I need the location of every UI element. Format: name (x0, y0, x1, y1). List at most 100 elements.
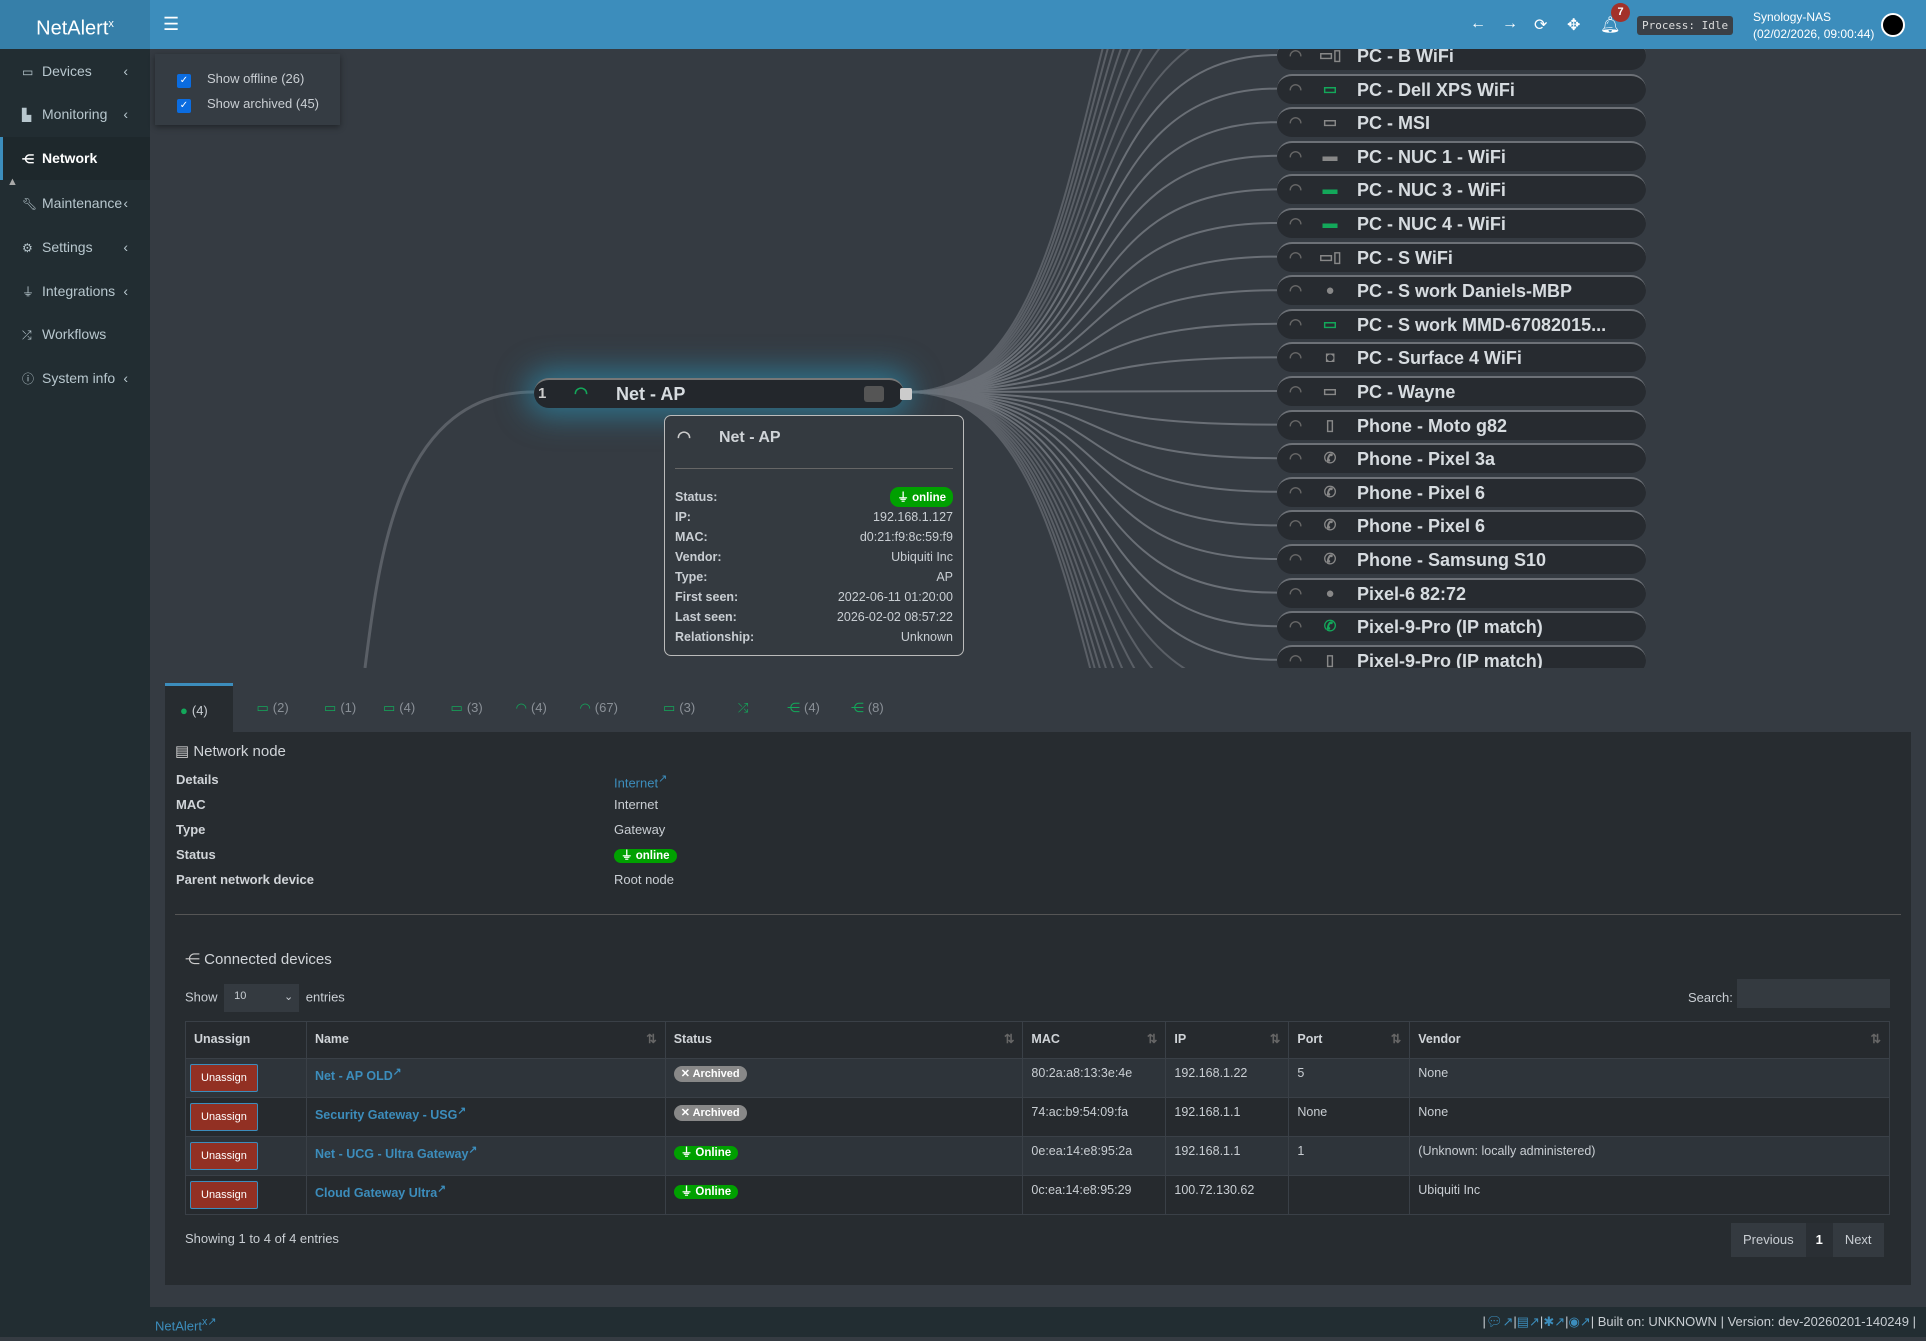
details-link[interactable]: Internet↗ (614, 772, 667, 790)
tree-device-node[interactable]: ◠ ▭ PC - Dell XPS WiFi (1277, 73, 1646, 104)
forward-arrow-icon[interactable]: → (1502, 15, 1518, 32)
tree-device-node[interactable]: ◠ ✆ Phone - Pixel 6 (1277, 510, 1646, 541)
sidebar-item-network[interactable]: ⋲ Network (0, 137, 150, 180)
sidebar-item-maintenance[interactable]: 🔧︎ Maintenance ‹ (0, 182, 150, 225)
wifi-icon: ◠ (1289, 383, 1303, 400)
previous-button[interactable]: Previous (1743, 1232, 1794, 1247)
tree-device-node[interactable]: ◠ ▬ PC - NUC 4 - WiFi (1277, 208, 1646, 238)
tree-device-node[interactable]: ◠ ▯ Phone - Moto g82 (1277, 409, 1646, 440)
tree-device-node[interactable]: ◠ ▭ PC - MSI (1277, 107, 1646, 138)
wifi-icon: ◠ (515, 700, 527, 715)
tree-link (907, 49, 1122, 393)
discord-icon[interactable]: ◉↗ (1568, 1314, 1591, 1329)
tab-node-6[interactable]: ◠ (4) (508, 683, 555, 732)
tree-device-node[interactable]: ◠ ▬ PC - NUC 1 - WiFi (1277, 140, 1646, 171)
tree-device-node[interactable]: ◠ ✆ Pixel-9-Pro (IP match) (1277, 611, 1646, 642)
column-header-mac[interactable]: MAC ⇅ (1022, 1021, 1167, 1059)
tab-count: (3) (466, 700, 483, 715)
tooltip-value: 192.168.1.127 (873, 510, 953, 524)
network-tree[interactable]: 1 ◠ Net - AP ◠ ▭▯ PC - B WiFi ◠ ▭ PC - Dell X… (150, 49, 1926, 668)
bell-icon[interactable]: 🔔︎ (1600, 17, 1621, 34)
tab-node-5[interactable]: ▭ (3) (443, 683, 491, 732)
tab-count: (4) (191, 703, 208, 718)
tree-device-node[interactable]: ◠ ✆ Phone - Samsung S10 (1277, 544, 1646, 574)
sidebar-item-workflows[interactable]: ⤮ Workflows (0, 313, 150, 356)
tree-link (907, 391, 1154, 668)
tab-node-7[interactable]: ◠ (67) (571, 683, 625, 732)
monitor-icon: ▭ (1322, 114, 1338, 132)
tree-device-node[interactable]: ◠ ▯ Pixel-9-Pro (IP match) (1277, 644, 1646, 668)
tree-device-node[interactable]: ◠ ◘ PC - Surface 4 WiFi (1277, 342, 1646, 373)
tab-node-10[interactable]: ⋲ (4) (779, 683, 828, 732)
tab-node-3[interactable]: ▭ (1) (316, 683, 364, 732)
tree-device-node[interactable]: ◠ ● Pixel-6 82:72 (1277, 577, 1646, 608)
sidebar-item-settings[interactable]: ⚙ Settings ‹ (0, 226, 150, 269)
sidebar-item-monitoring[interactable]: ▙ Monitoring ‹ (0, 93, 150, 136)
column-header-port[interactable]: Port ⇅ (1288, 1021, 1411, 1059)
back-arrow-icon[interactable]: ← (1470, 15, 1486, 32)
connected-devices-table: Unassign Name ⇅ Status ⇅ MAC ⇅ IP ⇅ Port ⇅ Vendor ⇅ U… (185, 1021, 1890, 1215)
app-logo[interactable]: NetAlertx (0, 0, 150, 49)
tree-device-node[interactable]: ◠ ✆ Phone - Pixel 3a (1277, 443, 1646, 474)
tree-device-node[interactable]: ◠ ✆ Phone - Pixel 6 (1277, 476, 1646, 507)
refresh-icon[interactable]: ⟳ (1534, 17, 1548, 34)
tree-device-node[interactable]: ◠ ● PC - S work Daniels-MBP (1277, 275, 1646, 306)
length-control: Show 10 ⌄ entries (185, 984, 345, 1012)
docs-icon[interactable]: ▤↗ (1516, 1314, 1540, 1329)
user-avatar[interactable] (1881, 13, 1905, 37)
node-field-label: Type (176, 822, 206, 837)
device-link[interactable]: Security Gateway - USG↗ (315, 1106, 466, 1122)
sidebar-item-devices[interactable]: ▭ Devices ‹ (0, 50, 150, 93)
sidebar-item-system-info[interactable]: ⓘ System info ‹ (0, 357, 150, 400)
footer-brand[interactable]: NetAlertx↗ (155, 1307, 216, 1341)
tab-node-9[interactable]: ⤮ (730, 683, 760, 732)
page-1-button[interactable]: 1 (1805, 1223, 1833, 1257)
device-link[interactable]: Cloud Gateway Ultra↗ (315, 1184, 446, 1200)
table-row: Unassign Net - UCG - Ultra Gateway↗ ⏚ Onli… (185, 1136, 1890, 1176)
column-header-status[interactable]: Status ⇅ (664, 1021, 1024, 1059)
device-name: PC - S work Daniels-MBP (1357, 281, 1573, 302)
unassign-button[interactable]: Unassign (190, 1142, 258, 1170)
unassign-button[interactable]: Unassign (190, 1064, 258, 1092)
next-button[interactable]: Next (1844, 1232, 1872, 1247)
column-header-name[interactable]: Name ⇅ (305, 1021, 666, 1059)
tab-node-8[interactable]: ▭ (3) (655, 683, 703, 732)
entries-select[interactable]: 10 ⌄ (224, 984, 300, 1012)
show-archived-checkbox[interactable]: ✓ (177, 99, 191, 113)
tab-node-2[interactable]: ▭ (2) (249, 683, 297, 732)
device-link[interactable]: Net - AP OLD↗ (315, 1067, 402, 1083)
sidebar-item-integrations[interactable]: ⏚ Integrations ‹ (0, 270, 150, 313)
tab-node-4[interactable]: ▭ (4) (375, 683, 423, 732)
tooltip-value: AP (936, 570, 953, 584)
tree-device-node[interactable]: ◠ ▭ PC - Wayne (1277, 376, 1646, 406)
tooltip-row: Last seen: 2026-02-02 08:57:22 (675, 607, 953, 627)
show-offline-checkbox[interactable]: ✓ (177, 74, 191, 88)
unassign-button[interactable]: Unassign (190, 1103, 258, 1131)
table-info: Showing 1 to 4 of 4 entries (185, 1231, 339, 1246)
unassign-button[interactable]: Unassign (190, 1181, 258, 1209)
status-badge: ✕ Archived (673, 1105, 747, 1121)
tree-node-focused[interactable]: 1 ◠ Net - AP (534, 378, 912, 408)
plug-icon: ⏚ (22, 285, 35, 299)
tree-device-node[interactable]: ◠ ▭▯ PC - B WiFi (1277, 49, 1646, 70)
column-header-vendor[interactable]: Vendor ⇅ (1409, 1021, 1890, 1059)
apple-icon: ● (1325, 282, 1335, 300)
tree-device-node[interactable]: ◠ ▬ PC - NUC 3 - WiFi (1277, 174, 1646, 205)
bug-icon[interactable]: ✱↗ (1543, 1314, 1566, 1329)
move-icon[interactable]: ✥ (1567, 17, 1581, 34)
tab-node-11[interactable]: ⋲ (8) (843, 683, 892, 732)
tree-link (907, 49, 1161, 393)
tree-links (363, 49, 1278, 668)
tree-link (907, 391, 1092, 668)
tree-link (907, 391, 1278, 460)
column-header-ip[interactable]: IP ⇅ (1165, 1021, 1290, 1059)
menu-toggle-icon[interactable]: ☰ (163, 14, 180, 34)
tree-device-node[interactable]: ◠ ▭▯ PC - S WiFi (1277, 241, 1646, 272)
tree-link (907, 391, 1096, 668)
tree-device-node[interactable]: ◠ ▭ PC - S work MMD-67082015... (1277, 308, 1646, 339)
collapse-toggle[interactable] (900, 388, 912, 400)
tab-node-1[interactable]: ● (4) (165, 683, 233, 732)
device-link[interactable]: Net - UCG - Ultra Gateway↗ (315, 1145, 477, 1161)
chat-icon[interactable]: 💬︎↗ (1485, 1314, 1514, 1329)
search-input[interactable] (1737, 979, 1890, 1008)
